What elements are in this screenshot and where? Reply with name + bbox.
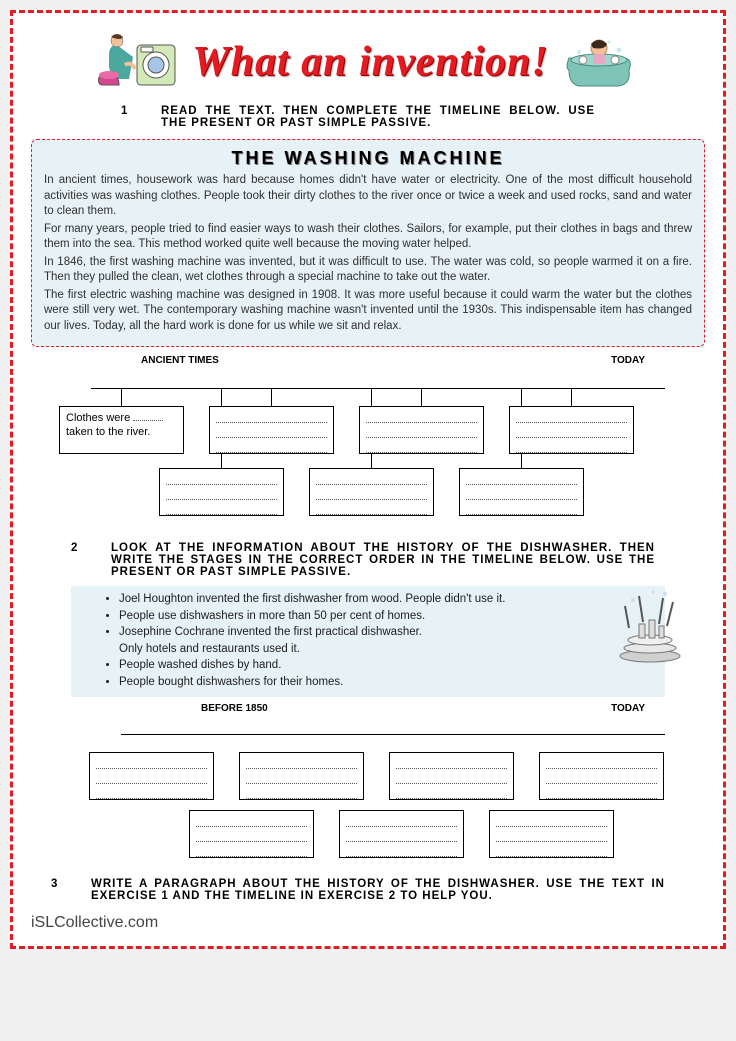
reading-p3: In 1846, the first washing machine was i…	[44, 255, 692, 286]
exercise-2-instruction: 2LOOK AT THE INFORMATION ABOUT THE HISTO…	[31, 542, 705, 578]
ex2-text: LOOK AT THE INFORMATION ABOUT THE HISTOR…	[111, 542, 655, 578]
dishwasher-info-box: Joel Houghton invented the first dishwas…	[71, 586, 665, 697]
timeline2-box-4[interactable]	[539, 752, 664, 800]
ex1-text: READ THE TEXT. THEN COMPLETE THE TIMELIN…	[161, 105, 595, 129]
reading-body: In ancient times, housework was hard bec…	[44, 173, 692, 334]
timeline2-box-3[interactable]	[389, 752, 514, 800]
washing-person-icon	[97, 27, 182, 97]
timeline1-label-right: TODAY	[611, 355, 645, 366]
worksheet-page: What an invention! 1READ THE TEXT. THEN …	[10, 10, 726, 949]
reading-box: THE WASHING MACHINE In ancient times, ho…	[31, 139, 705, 347]
timeline1-labels: ANCIENT TIMES TODAY	[31, 355, 705, 366]
timeline2-label-left: BEFORE 1850	[201, 703, 268, 714]
info-list: Joel Houghton invented the first dishwas…	[101, 592, 655, 690]
info-item: People use dishwashers in more than 50 p…	[119, 609, 655, 625]
box1-line1: Clothes were	[66, 412, 130, 424]
dishwashing-person-icon	[559, 30, 639, 95]
reading-p4: The first electric washing machine was d…	[44, 288, 692, 335]
page-title: What an invention!	[192, 38, 548, 86]
box1-line2: taken to the river.	[66, 426, 150, 438]
timeline2-label-right: TODAY	[611, 703, 645, 714]
info-item: Josephine Cochrane invented the first pr…	[119, 625, 655, 641]
dishes-icon	[615, 588, 685, 666]
info-item: People washed dishes by hand.	[119, 658, 655, 674]
timeline2-box-7[interactable]	[489, 810, 614, 858]
timeline2-box-1[interactable]	[89, 752, 214, 800]
timeline-box-4[interactable]	[509, 406, 634, 454]
exercise-1-instruction: 1READ THE TEXT. THEN COMPLETE THE TIMELI…	[31, 105, 705, 129]
ex1-number: 1	[141, 105, 161, 117]
timeline-1: Clothes were taken to the river.	[51, 370, 685, 530]
timeline-box-7[interactable]	[459, 468, 584, 516]
reading-p1: In ancient times, housework was hard bec…	[44, 173, 692, 220]
timeline-2	[51, 718, 685, 868]
reading-title: THE WASHING MACHINE	[44, 148, 692, 169]
info-item: Only hotels and restaurants used it.	[119, 642, 655, 658]
timeline2-box-6[interactable]	[339, 810, 464, 858]
timeline-box-6[interactable]	[309, 468, 434, 516]
timeline1-label-left: ANCIENT TIMES	[141, 355, 219, 366]
info-item: People bought dishwashers for their home…	[119, 675, 655, 691]
ex2-number: 2	[91, 542, 111, 554]
header: What an invention!	[31, 27, 705, 97]
timeline-box-3[interactable]	[359, 406, 484, 454]
info-item: Joel Houghton invented the first dishwas…	[119, 592, 655, 608]
timeline2-box-2[interactable]	[239, 752, 364, 800]
timeline-box-5[interactable]	[159, 468, 284, 516]
timeline2-box-5[interactable]	[189, 810, 314, 858]
reading-p2: For many years, people tried to find eas…	[44, 222, 692, 253]
timeline2-labels: BEFORE 1850 TODAY	[31, 703, 705, 714]
timeline-box-2[interactable]	[209, 406, 334, 454]
timeline-box-1[interactable]: Clothes were taken to the river.	[59, 406, 184, 454]
